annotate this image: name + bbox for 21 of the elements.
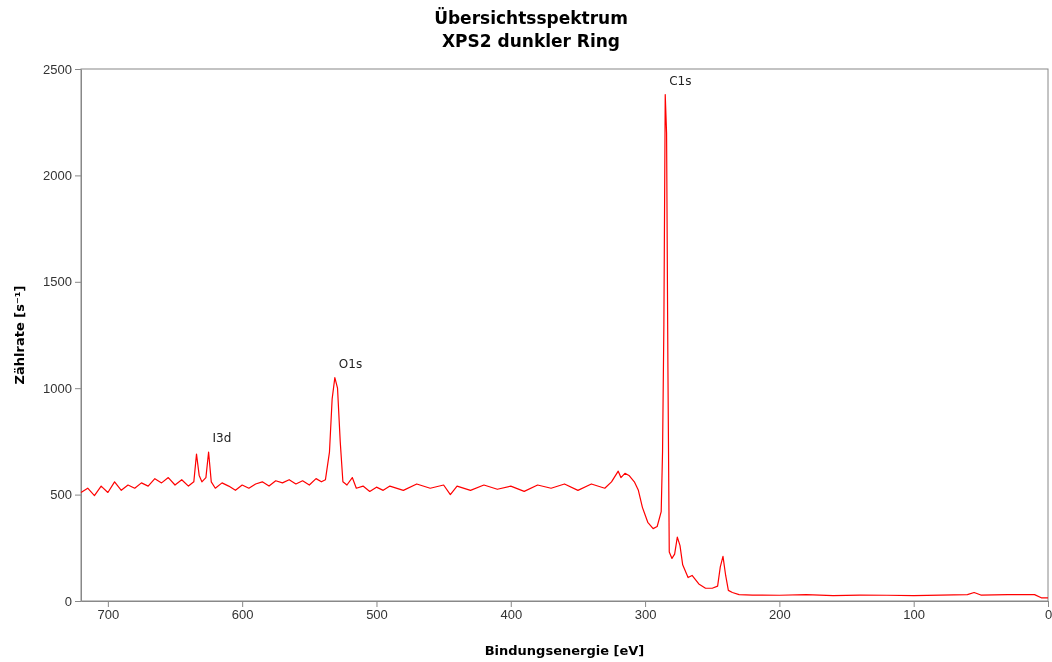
x-tick-label: 200 <box>769 607 791 623</box>
y-tick-label: 0 <box>64 593 72 609</box>
x-tick-label: 700 <box>97 607 120 623</box>
chart-subtitle: XPS2 dunkler Ring <box>441 31 621 51</box>
annotation: O1s <box>338 356 363 371</box>
x-tick-label: 300 <box>634 607 657 623</box>
y-tick-label: 2500 <box>43 61 72 77</box>
x-tick-label: 100 <box>903 607 926 623</box>
chart-title: Übersichtsspektrum <box>434 7 628 28</box>
y-tick-label: 2000 <box>43 168 72 184</box>
x-tick-label: 0 <box>1044 607 1052 623</box>
y-tick-label: 1000 <box>43 380 72 396</box>
y-tick-label: 1500 <box>43 274 72 290</box>
x-tick-label: 500 <box>366 607 388 623</box>
y-tick-label: 500 <box>50 487 72 503</box>
annotation: C1s <box>669 73 692 88</box>
y-axis-title: Zählrate [s⁻¹] <box>12 285 27 385</box>
x-tick-label: 400 <box>500 607 523 623</box>
x-axis-title: Bindungsenergie [eV] <box>484 643 645 658</box>
annotation: I3d <box>212 431 232 446</box>
x-tick-label: 600 <box>231 607 254 623</box>
